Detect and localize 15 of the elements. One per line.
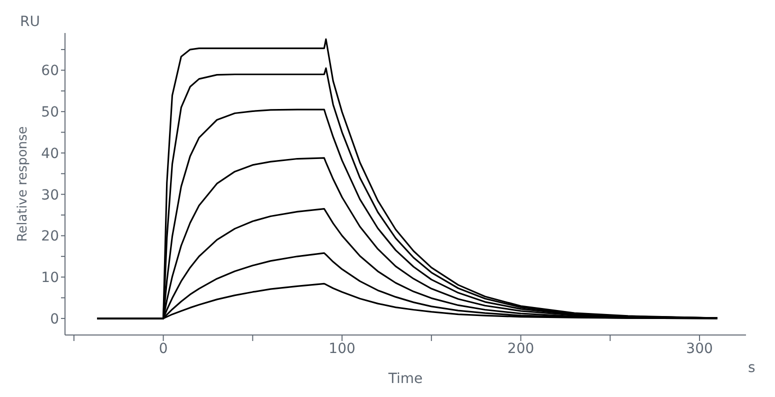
x-tick-label: 0 xyxy=(158,340,168,357)
y-axis-title: Relative response xyxy=(16,126,31,242)
y-tick-label: 20 xyxy=(41,228,59,245)
y-tick-label: 50 xyxy=(41,104,59,121)
y-tick-label: 60 xyxy=(41,63,59,80)
x-tick-label: 100 xyxy=(328,340,356,357)
y-tick-label: 10 xyxy=(41,270,59,286)
text: RU xyxy=(20,14,40,30)
x-tick-label: 300 xyxy=(686,340,713,357)
y-tick-label: 40 xyxy=(41,146,59,162)
x-axis-title: Time xyxy=(387,371,423,387)
y-tick-label: 0 xyxy=(50,311,59,328)
y-tick-label: 30 xyxy=(41,187,59,204)
x-tick-label: 200 xyxy=(507,340,534,357)
text: s xyxy=(748,360,756,376)
